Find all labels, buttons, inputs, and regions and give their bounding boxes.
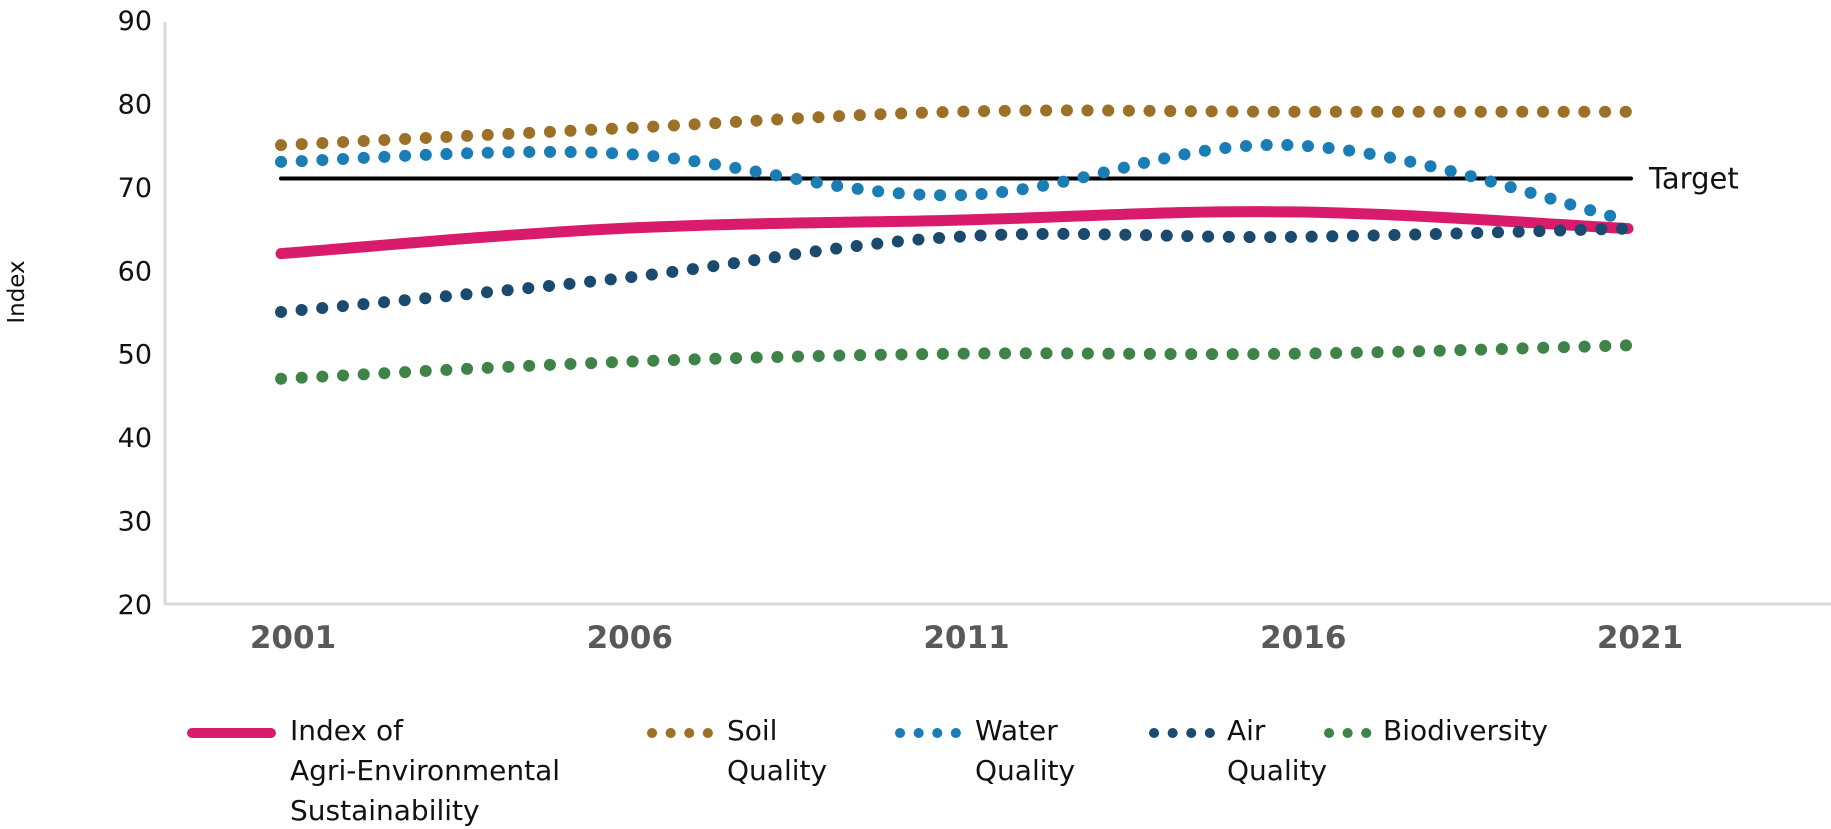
series-line-water-quality xyxy=(275,138,1634,227)
x-tick-label: 2011 xyxy=(923,620,1009,656)
legend-item-water-quality: Water Quality xyxy=(895,714,1075,787)
x-tick-label: 2001 xyxy=(250,620,336,656)
legend-item-index-of-agri-environmental-sustainability: Index of Agri-Environmental Sustainability xyxy=(187,714,560,827)
legend-label-line: Agri-Environmental xyxy=(290,754,560,787)
target-line-group: Target xyxy=(279,162,1739,196)
x-tick-label: 2021 xyxy=(1597,620,1683,656)
axes xyxy=(163,22,1831,606)
series-line-index-of-agri-environmental-sustainability xyxy=(275,206,1634,260)
y-tick-label: 30 xyxy=(118,507,152,538)
legend-label-line: Quality xyxy=(727,754,827,787)
y-tick-label: 40 xyxy=(118,423,152,454)
series-air-quality xyxy=(275,222,1634,318)
legend-label-line: Quality xyxy=(975,754,1075,787)
series-layer xyxy=(275,104,1634,385)
target-label: Target xyxy=(1648,162,1739,196)
x-tick-label: 2016 xyxy=(1260,620,1346,656)
y-tick-label: 80 xyxy=(118,89,152,120)
y-tick-labels: 20 30 40 50 60 70 80 90 xyxy=(118,6,152,621)
legend-label-line: Biodiversity xyxy=(1383,714,1548,747)
legend-label-line: Quality xyxy=(1227,754,1327,787)
y-tick-label: 50 xyxy=(118,340,152,371)
x-tick-label: 2006 xyxy=(587,620,673,656)
series-water-quality xyxy=(275,138,1634,227)
legend-label-line: Sustainability xyxy=(290,794,480,827)
series-line-biodiversity xyxy=(275,339,1634,385)
series-soil-quality xyxy=(275,104,1634,152)
y-tick-label: 60 xyxy=(118,256,152,287)
y-axis-label: Index xyxy=(4,260,30,323)
legend-label-line: Soil xyxy=(727,714,777,747)
series-line-soil-quality xyxy=(275,104,1634,152)
y-tick-label: 20 xyxy=(118,590,152,621)
legend-label-line: Air xyxy=(1227,714,1266,747)
series-biodiversity xyxy=(275,339,1634,385)
y-tick-label: 70 xyxy=(118,173,152,204)
y-tick-label: 90 xyxy=(118,6,152,37)
legend: Index of Agri-Environmental Sustainability… xyxy=(187,714,1548,827)
legend-item-biodiversity: Biodiversity xyxy=(1324,714,1548,747)
series-index-of-agri-environmental-sustainability xyxy=(275,206,1634,260)
legend-item-soil-quality: Soil Quality xyxy=(647,714,827,787)
x-tick-labels: 2001 2006 2011 2016 2021 xyxy=(250,620,1683,656)
legend-label-line: Index of xyxy=(290,714,404,747)
legend-label-line: Water xyxy=(975,714,1058,747)
legend-item-air-quality: Air Quality xyxy=(1149,714,1327,787)
